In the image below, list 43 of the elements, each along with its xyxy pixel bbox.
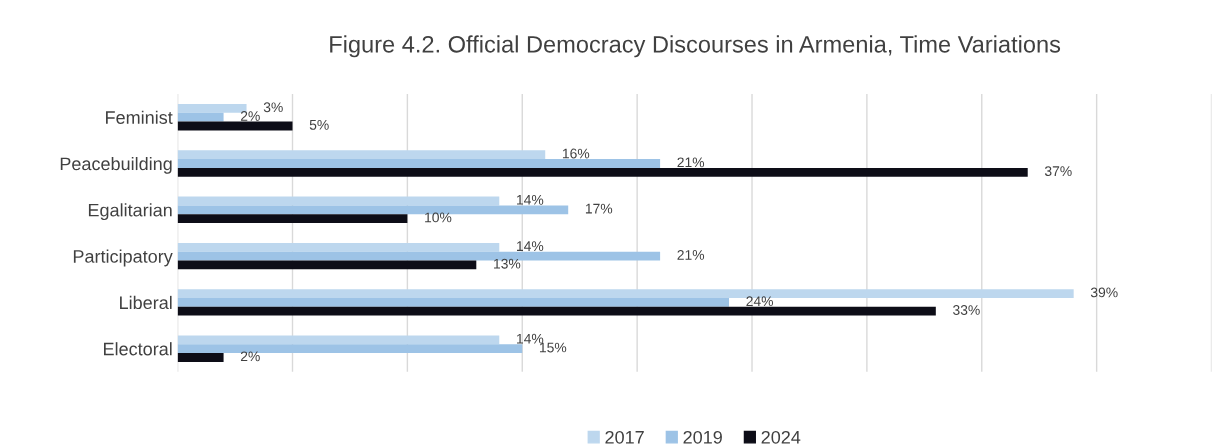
- data-label: 14%: [517, 194, 544, 205]
- data-label: 2%: [240, 351, 260, 362]
- y-tick-label: Peacebuilding: [60, 156, 172, 174]
- data-label: 39%: [1090, 287, 1118, 298]
- bar: [177, 121, 293, 131]
- data-label: 33%: [953, 305, 980, 315]
- data-label: 21%: [677, 157, 705, 168]
- data-label: 14%: [517, 241, 544, 251]
- bar: [177, 112, 224, 122]
- data-label: 16%: [562, 148, 590, 159]
- data-label: 10%: [425, 212, 452, 223]
- data-label: 2%: [240, 111, 260, 121]
- data-label: 24%: [746, 296, 774, 307]
- data-label: 15%: [539, 342, 567, 353]
- legend-label: 2024: [761, 430, 801, 444]
- data-label: 13%: [494, 258, 521, 269]
- data-label: 5%: [309, 119, 329, 130]
- bar: [177, 214, 408, 224]
- bar: [177, 353, 224, 362]
- y-tick-label: Feminist: [106, 110, 173, 124]
- y-tick-label: Egalitarian: [88, 203, 172, 221]
- bar: [177, 260, 477, 270]
- data-label: 37%: [1044, 166, 1072, 177]
- bar: [177, 167, 1028, 177]
- bar: [177, 104, 247, 113]
- y-tick-label: Participatory: [73, 249, 173, 267]
- y-tick-label: Electoral: [104, 342, 172, 356]
- legend-label: 2019: [683, 430, 722, 444]
- bar: [177, 335, 500, 345]
- bar: [177, 159, 661, 168]
- bar: [177, 150, 546, 160]
- bar: [177, 289, 1074, 298]
- bar: [177, 298, 730, 307]
- data-label: 14%: [517, 333, 544, 344]
- bar: [177, 242, 500, 252]
- chart-title: Figure 4.2. Official Democracy Discourses in Armenia, Time Variations: [330, 35, 1061, 58]
- y-tick-label: Liberal: [120, 295, 172, 310]
- data-label: 3%: [263, 102, 283, 113]
- legend-label: 2017: [605, 430, 644, 444]
- bar: [177, 306, 936, 316]
- data-label: 17%: [585, 203, 613, 214]
- bar: [177, 196, 500, 206]
- data-label: 21%: [677, 250, 705, 260]
